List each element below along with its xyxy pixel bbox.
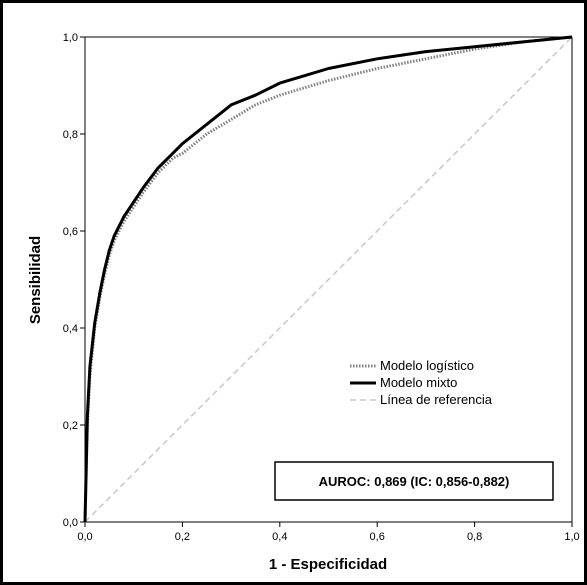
series-layer (83, 35, 573, 523)
y-ticks: 0,0 0,2 0,4 0,6 0,8 1,0 (63, 32, 85, 529)
x-axis-title: 1 - Especificidad (269, 556, 387, 573)
legend-label: Línea de referencia (380, 392, 493, 407)
x-tick-label: 1,0 (564, 531, 579, 543)
x-ticks: 0,0 0,2 0,4 0,6 0,8 1,0 (77, 522, 580, 543)
y-tick-label: 0,8 (63, 129, 78, 141)
y-tick-label: 0,2 (63, 420, 78, 432)
series-line-1 (83, 35, 573, 523)
x-tick-label: 0,8 (467, 531, 482, 543)
x-tick-label: 0,6 (370, 531, 385, 543)
y-tick-label: 1,0 (63, 32, 78, 44)
x-tick-label: 0,4 (272, 531, 287, 543)
x-tick-label: 0,2 (175, 531, 190, 543)
legend-label: Modelo mixto (380, 375, 457, 390)
y-tick-label: 0,0 (63, 517, 78, 529)
auroc-box (274, 461, 554, 501)
auroc-text: AUROC: 0,869 (IC: 0,856-0,882) (319, 474, 510, 489)
x-tick-label: 0,0 (77, 531, 92, 543)
y-tick-label: 0,6 (63, 226, 78, 238)
series-line-2 (84, 36, 573, 523)
axes (84, 36, 573, 523)
legend-label: Modelo logístico (380, 358, 474, 373)
auroc-annotation: AUROC: 0,869 (IC: 0,856-0,882) (274, 461, 554, 501)
y-axis-title: Sensibilidad (27, 236, 44, 324)
legend: Modelo logístico Modelo mixto Línea de ref… (350, 358, 493, 407)
y-tick-label: 0,4 (63, 323, 78, 335)
